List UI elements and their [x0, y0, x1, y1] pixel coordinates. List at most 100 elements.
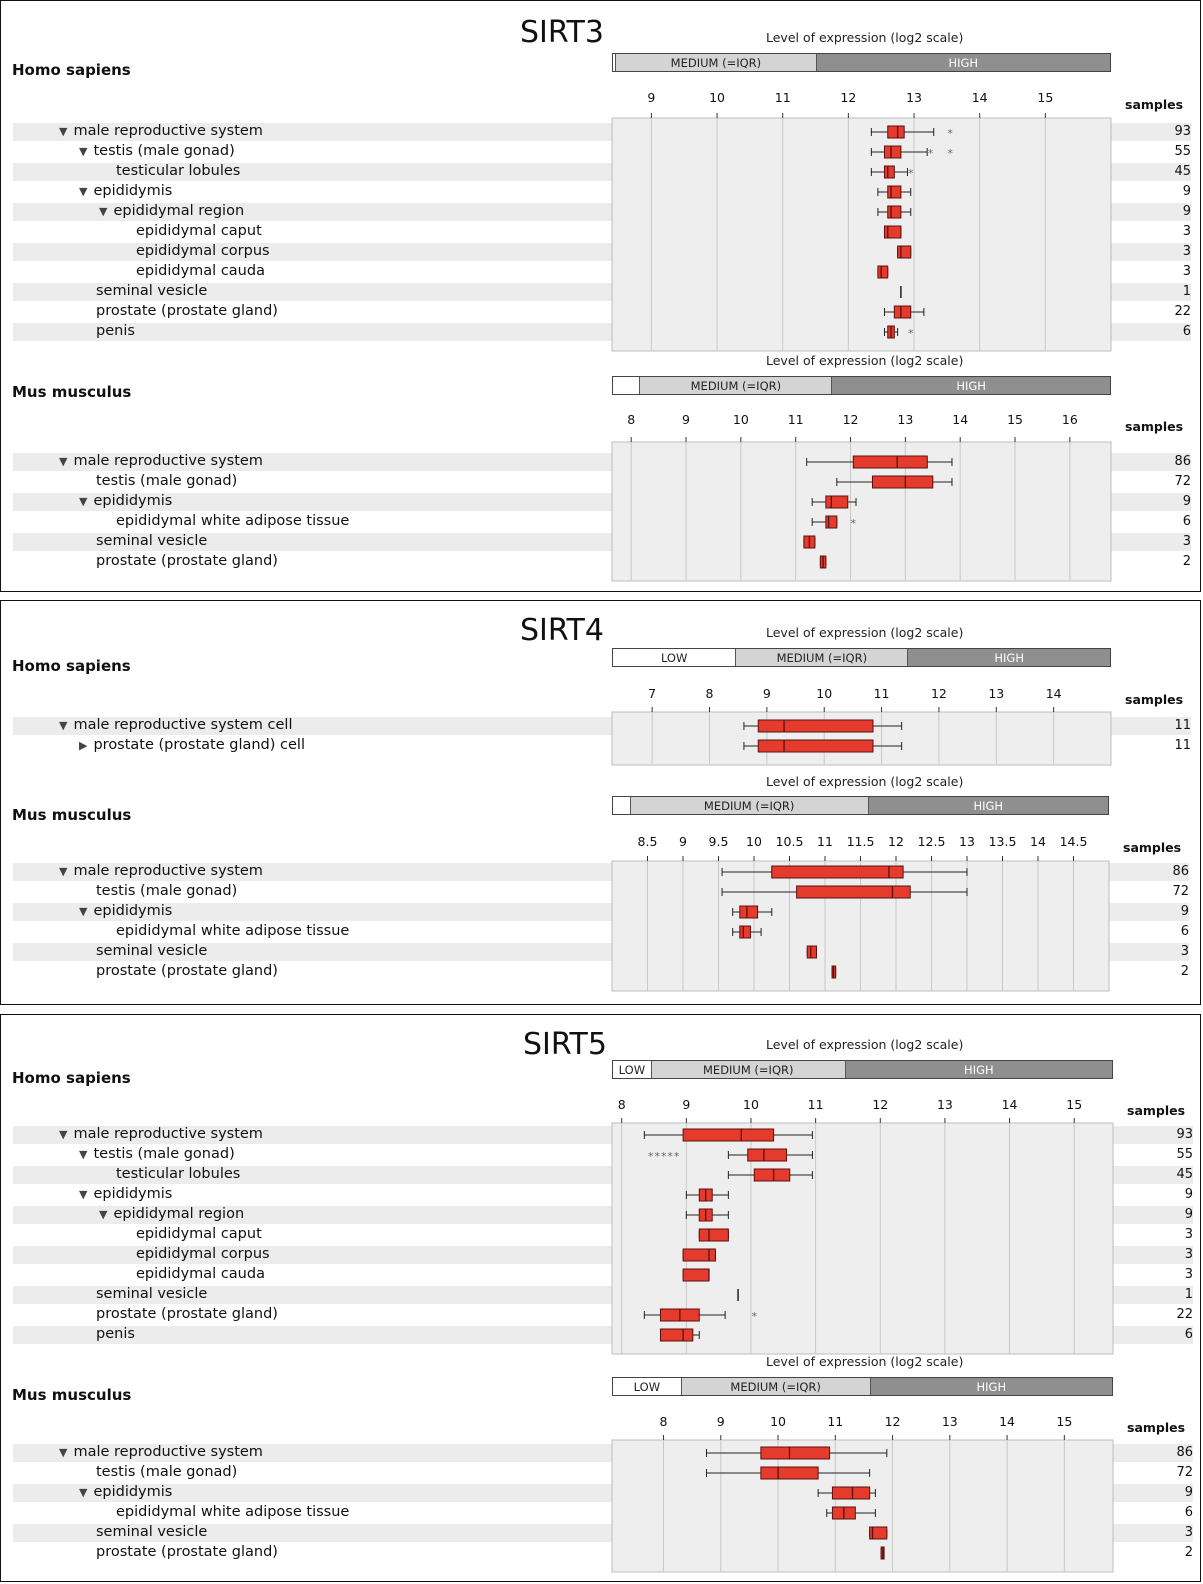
boxplot [685, 1188, 729, 1202]
x-tick-label: 14 [1001, 1097, 1018, 1112]
expand-down-icon[interactable]: ▼ [59, 719, 68, 732]
tissue-row-label[interactable]: testis (male gonad) [96, 1464, 237, 1480]
expand-down-icon[interactable]: ▼ [99, 205, 108, 218]
expand-down-icon[interactable]: ▼ [79, 1486, 88, 1499]
x-tick-label: 15 [1066, 1097, 1083, 1112]
tissue-row-label[interactable]: seminal vesicle [96, 943, 207, 959]
tissue-row-label[interactable]: ▼ male reproductive system [59, 1126, 263, 1142]
tissue-row-label[interactable]: prostate (prostate gland) [96, 1306, 278, 1322]
expand-down-icon[interactable]: ▼ [99, 1208, 108, 1221]
level-band-low: LOW [613, 1061, 652, 1078]
x-tick-label: 12.5 [917, 834, 946, 849]
tissue-row-label[interactable]: epididymal corpus [136, 243, 270, 259]
tissue-row-label[interactable]: testis (male gonad) [96, 473, 237, 489]
tissue-row-label[interactable]: epididymal corpus [136, 1246, 270, 1262]
boxplot-area [611, 856, 1110, 992]
sample-count: 22 [1174, 304, 1191, 319]
tissue-row-label[interactable]: ▶ prostate (prostate gland) cell [79, 737, 305, 753]
tissue-name: epididymal corpus [136, 1246, 270, 1262]
species-label: Homo sapiens [12, 657, 131, 675]
tissue-row-label[interactable]: prostate (prostate gland) [96, 303, 278, 319]
sample-count: 9 [1180, 904, 1189, 919]
expand-down-icon[interactable]: ▼ [79, 495, 88, 508]
tissue-row-label[interactable]: penis [96, 323, 135, 339]
x-tick-label: 14 [952, 412, 969, 427]
level-band-high: HIGH [832, 377, 1110, 394]
tissue-row-label[interactable]: prostate (prostate gland) [96, 1544, 278, 1560]
sample-count: 3 [1180, 944, 1189, 959]
boxplot [659, 1328, 700, 1342]
expand-down-icon[interactable]: ▼ [59, 125, 68, 138]
x-tick-label: 15 [1056, 1414, 1073, 1429]
expand-down-icon[interactable]: ▼ [59, 1128, 68, 1141]
tissue-row-label[interactable]: ▼ testis (male gonad) [79, 143, 235, 159]
x-tick-label: 11 [774, 90, 791, 105]
tissue-row-label[interactable]: ▼ epididymis [79, 903, 172, 919]
expand-down-icon[interactable]: ▼ [79, 1148, 88, 1161]
tissue-row-label[interactable]: epididymal caput [136, 223, 262, 239]
expression-level-bar: MEDIUM (=IQR) HIGH [612, 53, 1111, 72]
tissue-row-label[interactable]: seminal vesicle [96, 283, 207, 299]
tissue-row-label[interactable]: ▼ male reproductive system [59, 123, 263, 139]
level-band-medium: MEDIUM (=IQR) [651, 1061, 846, 1078]
tissue-row-label[interactable]: testis (male gonad) [96, 883, 237, 899]
outlier-mark: * [655, 1150, 661, 1163]
tissue-row-label[interactable]: seminal vesicle [96, 1286, 207, 1302]
sample-count: 2 [1182, 554, 1191, 569]
expand-down-icon[interactable]: ▼ [79, 185, 88, 198]
samples-header: samples [1127, 1103, 1186, 1118]
tissue-row-label[interactable]: seminal vesicle [96, 1524, 207, 1540]
tissue-name: seminal vesicle [96, 1286, 208, 1302]
expand-down-icon[interactable]: ▼ [79, 1188, 88, 1201]
tissue-row-label[interactable]: epididymal cauda [136, 1266, 265, 1282]
boxplot [698, 1228, 729, 1242]
tissue-row-label[interactable]: testicular lobules [116, 1166, 240, 1182]
tissue-row-label[interactable]: ▼ epididymis [79, 493, 172, 509]
iqr-box [757, 739, 874, 753]
tissue-row-label[interactable]: epididymal cauda [136, 263, 265, 279]
plot-background [611, 1439, 1114, 1573]
tissue-row-label[interactable]: epididymal white adipose tissue [116, 1504, 349, 1520]
expand-right-icon[interactable]: ▶ [79, 739, 88, 752]
tissue-row-label[interactable]: epididymal white adipose tissue [116, 923, 349, 939]
sample-count: 93 [1174, 124, 1191, 139]
expand-down-icon[interactable]: ▼ [79, 905, 88, 918]
tissue-row-label[interactable]: ▼ epididymis [79, 1484, 172, 1500]
boxplot [826, 1506, 876, 1520]
tissue-row-label[interactable]: ▼ male reproductive system cell [59, 717, 293, 733]
tissue-row-label[interactable]: ▼ male reproductive system [59, 1444, 263, 1460]
tissue-row-label[interactable]: seminal vesicle [96, 533, 207, 549]
tissue-name: male reproductive system [73, 1126, 263, 1142]
tissue-row-label[interactable]: epididymal caput [136, 1226, 262, 1242]
tissue-row-label[interactable]: epididymal white adipose tissue [116, 513, 349, 529]
expand-down-icon[interactable]: ▼ [59, 1446, 68, 1459]
tissue-row-label[interactable]: ▼ male reproductive system [59, 863, 263, 879]
expand-down-icon[interactable]: ▼ [79, 145, 88, 158]
tissue-name: seminal vesicle [96, 1524, 208, 1540]
level-scale-title: Level of expression (log2 scale) [766, 625, 964, 640]
plot-background [611, 117, 1112, 352]
gene-title: SIRT3 [520, 15, 604, 50]
gene-title: SIRT5 [523, 1027, 607, 1062]
x-tick-label: 15 [1007, 412, 1023, 427]
expand-down-icon[interactable]: ▼ [59, 865, 68, 878]
boxplot [732, 905, 773, 919]
x-tick-label: 14 [1045, 686, 1062, 701]
tissue-row-label[interactable]: ▼ epididymal region [99, 1206, 244, 1222]
tissue-row-label[interactable]: testicular lobules [116, 163, 240, 179]
tissue-name: testis (male gonad) [93, 1146, 235, 1162]
expand-down-icon[interactable]: ▼ [59, 455, 68, 468]
x-tick-label: 8 [659, 1414, 668, 1429]
iqr-box [887, 205, 902, 219]
tissue-row-label[interactable]: ▼ epididymis [79, 1186, 172, 1202]
tissue-row-label[interactable]: prostate (prostate gland) [96, 963, 278, 979]
tissue-row-label[interactable]: ▼ epididymal region [99, 203, 244, 219]
x-tick-label: 12 [884, 1414, 901, 1429]
tissue-row-label[interactable]: penis [96, 1326, 135, 1342]
tissue-row-label[interactable]: ▼ epididymis [79, 183, 172, 199]
tissue-name: epididymis [93, 1186, 173, 1202]
tissue-name: prostate (prostate gland) [96, 553, 278, 569]
tissue-row-label[interactable]: ▼ testis (male gonad) [79, 1146, 235, 1162]
tissue-row-label[interactable]: ▼ male reproductive system [59, 453, 263, 469]
tissue-row-label[interactable]: prostate (prostate gland) [96, 553, 278, 569]
